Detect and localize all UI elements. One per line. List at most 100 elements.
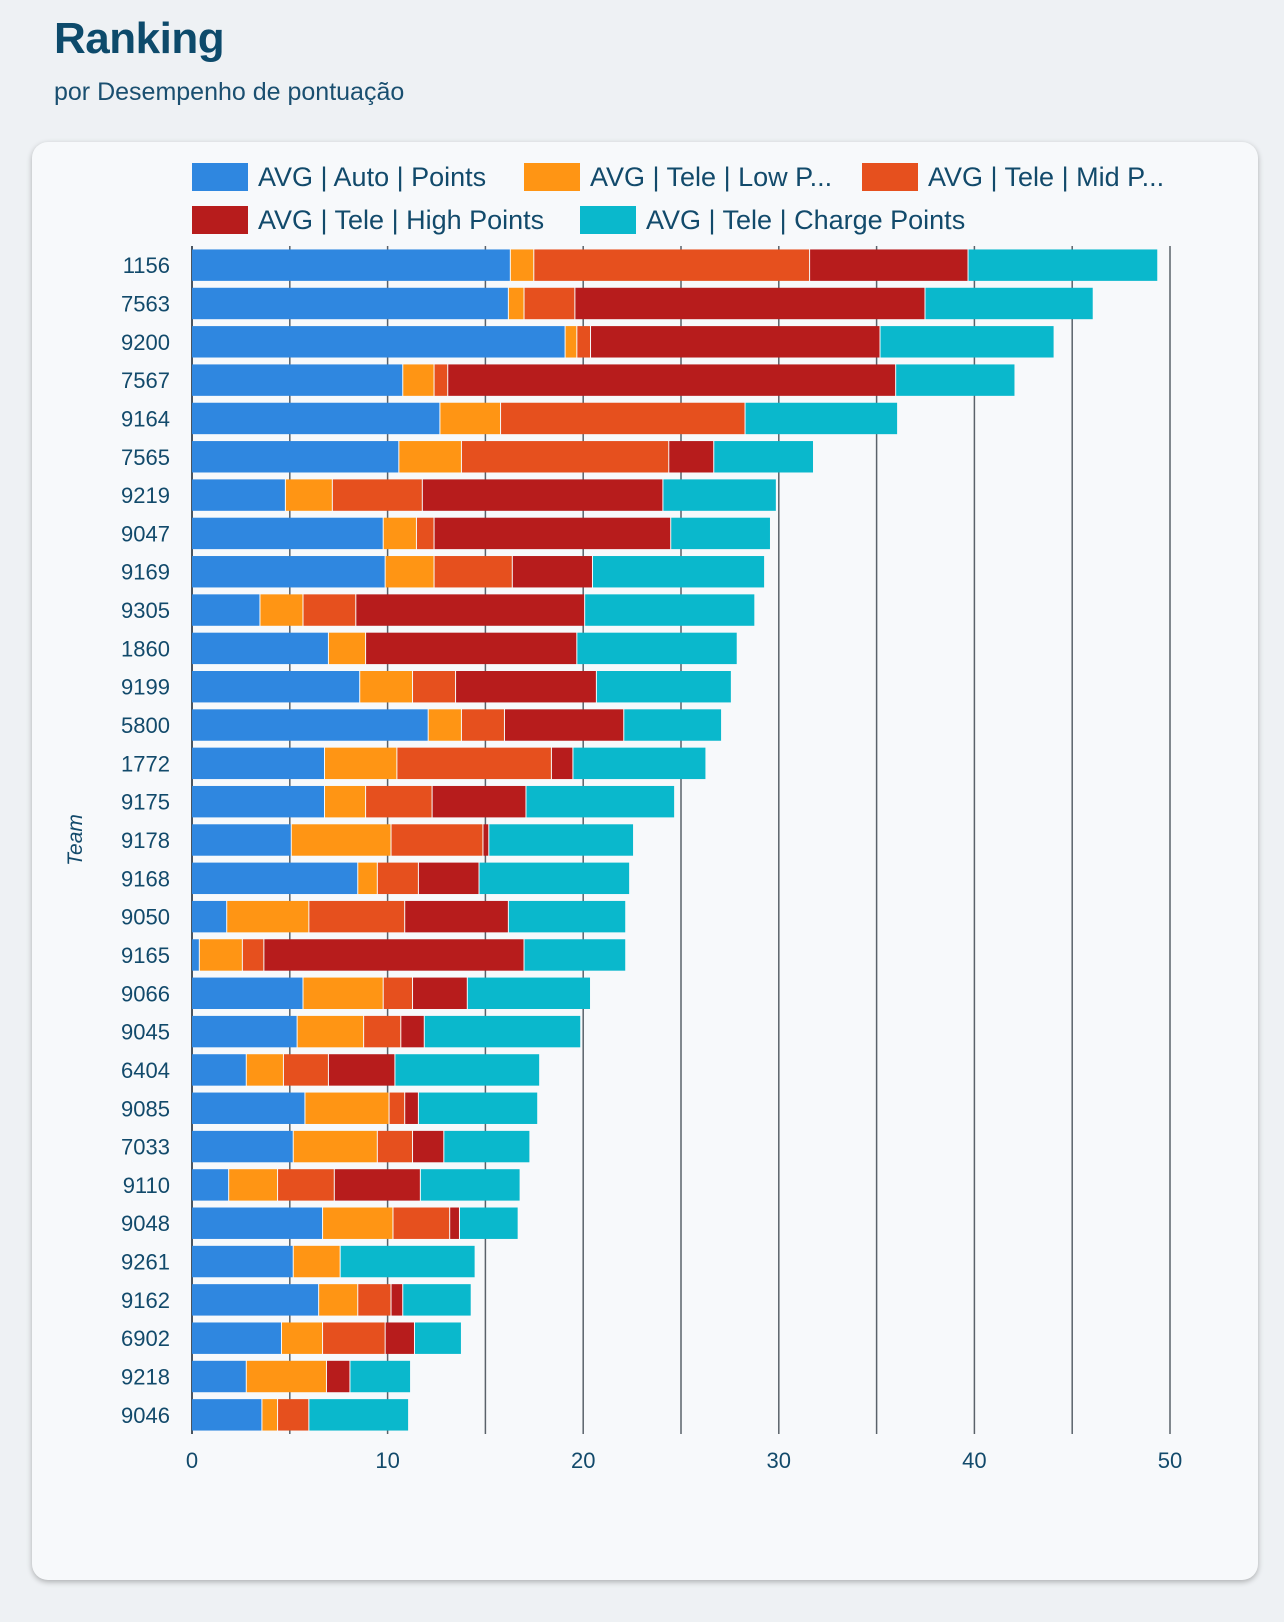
x-tick-label-20: 20: [571, 1448, 595, 1473]
bar-segment-9219-series-5: [663, 479, 776, 511]
y-tick-label-7033: 7033: [121, 1135, 170, 1160]
bar-segment-9169-series-1: [192, 556, 385, 588]
bar-segment-1772-series-5: [573, 747, 706, 780]
bar-segment-9178-series-4: [483, 824, 489, 856]
bar-segment-7567-series-3: [434, 364, 448, 396]
bar-segment-9162-series-4: [391, 1284, 403, 1316]
bar-segment-9200-series-4: [591, 326, 880, 358]
bar-segment-9164-series-1: [192, 402, 440, 435]
bar-segment-9164-series-5: [745, 402, 898, 435]
legend-swatch-mid: [862, 163, 918, 191]
bar-segment-9219-series-2: [285, 479, 332, 511]
bar-segment-9066-series-5: [467, 977, 591, 1010]
y-tick-label-1772: 1772: [121, 751, 170, 776]
bar-segment-6404-series-4: [328, 1054, 395, 1086]
legend-swatch-auto: [192, 163, 248, 191]
y-tick-label-7567: 7567: [121, 368, 170, 393]
bar-segment-1860-series-2: [328, 632, 366, 665]
legend-item-low[interactable]: AVG | Tele | Low P...: [524, 162, 834, 192]
bar-segment-9169-series-3: [434, 556, 512, 588]
bar-segment-9066-series-4: [413, 977, 467, 1010]
bar-segment-1156-series-1: [192, 249, 510, 281]
bar-segment-9261-series-5: [340, 1245, 475, 1278]
bar-segment-9066-series-1: [192, 977, 303, 1010]
bar-segment-1860-series-5: [577, 632, 737, 665]
bar-segment-9305-series-1: [192, 594, 260, 626]
bar-segment-9261-series-2: [293, 1245, 340, 1278]
bar-segment-9085-series-1: [192, 1092, 305, 1124]
y-tick-label-9200: 9200: [121, 330, 170, 355]
bar-segment-5800-series-2: [428, 709, 461, 741]
bar-segment-9219-series-3: [332, 479, 422, 511]
bar-segment-9218-series-4: [326, 1360, 350, 1393]
bar-segment-1156-series-3: [534, 249, 810, 281]
bar-segment-9050-series-2: [227, 900, 309, 933]
bar-segment-1860-series-1: [192, 632, 328, 665]
bar-segment-9168-series-5: [479, 862, 630, 895]
bar-segment-9164-series-3: [501, 402, 745, 435]
legend-item-charge[interactable]: AVG | Tele | Charge Points: [580, 205, 980, 235]
bar-segment-9046-series-2: [262, 1399, 278, 1431]
bar-segment-9305-series-2: [260, 594, 303, 626]
bar-segment-9168-series-4: [418, 862, 479, 895]
bar-segment-9047-series-2: [383, 517, 416, 550]
bar-segment-7033-series-5: [444, 1130, 530, 1163]
page-title: Ranking: [54, 14, 225, 63]
x-tick-label-40: 40: [962, 1448, 986, 1473]
y-tick-label-9162: 9162: [121, 1288, 170, 1313]
y-axis-title: Team: [64, 814, 87, 866]
bar-segment-9045-series-5: [424, 1015, 581, 1048]
y-tick-label-9047: 9047: [121, 521, 170, 546]
y-tick-label-9110: 9110: [123, 1173, 170, 1198]
bar-segment-6902-series-4: [385, 1322, 414, 1354]
bar-segment-9219-series-1: [192, 479, 285, 511]
bar-segment-9199-series-3: [413, 670, 456, 703]
bar-segment-9066-series-3: [383, 977, 413, 1010]
y-tick-label-9305: 9305: [121, 598, 170, 623]
bar-segment-7567-series-5: [896, 364, 1015, 396]
bar-segment-6404-series-2: [246, 1054, 283, 1086]
bar-segment-9305-series-4: [356, 594, 585, 626]
bar-segment-6404-series-3: [283, 1054, 328, 1086]
bar-segment-9219-series-4: [422, 479, 663, 511]
bar-segment-9085-series-4: [405, 1092, 418, 1124]
bar-segment-9110-series-3: [278, 1169, 334, 1201]
bar-segment-7565-series-5: [714, 441, 814, 473]
bar-segment-1772-series-2: [325, 747, 397, 780]
bar-segment-9165-series-5: [524, 939, 626, 971]
y-tick-label-1860: 1860: [121, 636, 170, 661]
legend-item-auto[interactable]: AVG | Auto | Points: [192, 162, 512, 192]
bar-segment-9169-series-4: [512, 556, 592, 588]
bar-segment-5800-series-4: [504, 709, 624, 741]
bar-segment-6902-series-5: [414, 1322, 461, 1354]
bar-segment-1772-series-3: [397, 747, 551, 780]
y-tick-label-5800: 5800: [121, 713, 170, 738]
bar-segment-7565-series-2: [399, 441, 461, 473]
legend-item-high[interactable]: AVG | Tele | High Points: [192, 205, 572, 235]
bar-segment-9045-series-4: [401, 1015, 424, 1048]
y-tick-label-7563: 7563: [121, 291, 170, 316]
bar-segment-9162-series-5: [403, 1284, 471, 1316]
y-tick-label-9046: 9046: [121, 1403, 170, 1428]
bar-segment-7565-series-3: [461, 441, 669, 473]
legend-item-mid[interactable]: AVG | Tele | Mid P...: [862, 162, 1192, 192]
y-tick-label-9164: 9164: [121, 406, 170, 431]
y-tick-label-9066: 9066: [121, 981, 170, 1006]
bar-segment-9165-series-3: [242, 939, 264, 971]
bar-segment-9047-series-4: [434, 517, 671, 550]
y-tick-label-9085: 9085: [121, 1096, 170, 1121]
bar-segment-9045-series-3: [364, 1015, 401, 1048]
bar-segment-9046-series-3: [278, 1399, 309, 1431]
bar-segment-9305-series-5: [585, 594, 755, 626]
y-tick-label-9045: 9045: [121, 1020, 170, 1045]
bar-segment-9169-series-5: [592, 556, 765, 588]
bar-segment-9045-series-2: [297, 1015, 364, 1048]
bar-segment-9178-series-1: [192, 824, 291, 856]
bar-segment-9200-series-3: [577, 326, 591, 358]
bar-segment-9305-series-3: [303, 594, 356, 626]
x-tick-label-50: 50: [1158, 1448, 1182, 1473]
bar-segment-9048-series-2: [323, 1207, 393, 1239]
bar-segment-7567-series-1: [192, 364, 403, 396]
bar-segment-9046-series-5: [309, 1399, 409, 1431]
bar-segment-9218-series-1: [192, 1360, 246, 1393]
